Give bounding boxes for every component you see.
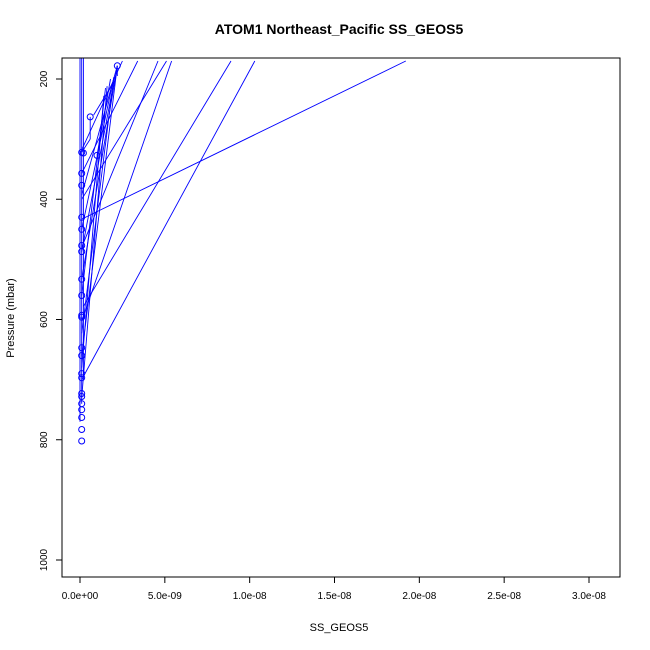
- data-point-19: [78, 374, 86, 382]
- data-point-6: [78, 169, 86, 177]
- data-point-17: [78, 352, 86, 360]
- data-point-2: [86, 113, 94, 121]
- series-segment-14: [81, 65, 118, 356]
- series-segment-10: [81, 60, 139, 174]
- y-tick-label-3: 600: [39, 311, 50, 328]
- y-tick-label-1: 200: [39, 70, 50, 87]
- y-tick-label-2: 400: [39, 190, 50, 207]
- series-segment-22: [93, 78, 116, 116]
- series-segment-4: [81, 60, 406, 220]
- series-segment-7: [81, 60, 173, 322]
- data-point-1: [113, 62, 121, 70]
- series-segment-5: [81, 60, 256, 380]
- points-layer: [78, 62, 121, 445]
- x-tick-label-4: 1.5e-08: [318, 591, 352, 602]
- series-segment-19: [81, 86, 108, 398]
- x-tick-label-2: 5.0e-09: [148, 591, 182, 602]
- x-tick-label-5: 2.0e-08: [402, 591, 436, 602]
- x-axis-label: SS_GEOS5: [310, 622, 369, 634]
- data-point-25: [78, 426, 86, 433]
- data-point-11: [78, 248, 86, 256]
- segments-layer: [79, 58, 406, 422]
- data-point-23: [78, 406, 86, 414]
- series-segment-21: [81, 95, 105, 368]
- data-point-21: [78, 393, 86, 400]
- y-tick-label-5: 1000: [39, 548, 50, 571]
- data-point-8: [78, 213, 86, 221]
- data-point-13: [78, 292, 86, 299]
- data-point-26: [78, 437, 86, 445]
- x-tick-label-6: 2.5e-08: [487, 591, 521, 602]
- y-axis: 200 400 600 800 1000: [39, 70, 63, 571]
- data-point-16: [78, 344, 86, 352]
- data-point-7: [78, 181, 86, 189]
- data-point-20: [78, 390, 86, 397]
- x-tick-label-3: 1.0e-08: [233, 591, 267, 602]
- series-segment-6: [83, 60, 232, 307]
- data-point-9: [78, 225, 86, 233]
- y-axis-label: Pressure (mbar): [5, 278, 17, 357]
- data-point-15: [78, 313, 86, 321]
- data-point-24: [78, 414, 86, 421]
- x-tick-label-1: 0.0e+00: [62, 591, 99, 602]
- data-point-4: [79, 149, 87, 157]
- y-tick-label-4: 800: [39, 431, 50, 448]
- x-tick-label-7: 3.0e-08: [572, 591, 606, 602]
- series-segment-8: [81, 60, 167, 200]
- chart-title: ATOM1 Northeast_Pacific SS_GEOS5: [215, 21, 464, 37]
- x-axis: 0.0e+00 5.0e-09 1.0e-08 1.5e-08 2.0e-08 2.5e-…: [62, 576, 606, 602]
- data-point-12: [78, 275, 86, 283]
- data-point-18: [78, 370, 86, 378]
- data-point-5: [93, 151, 101, 159]
